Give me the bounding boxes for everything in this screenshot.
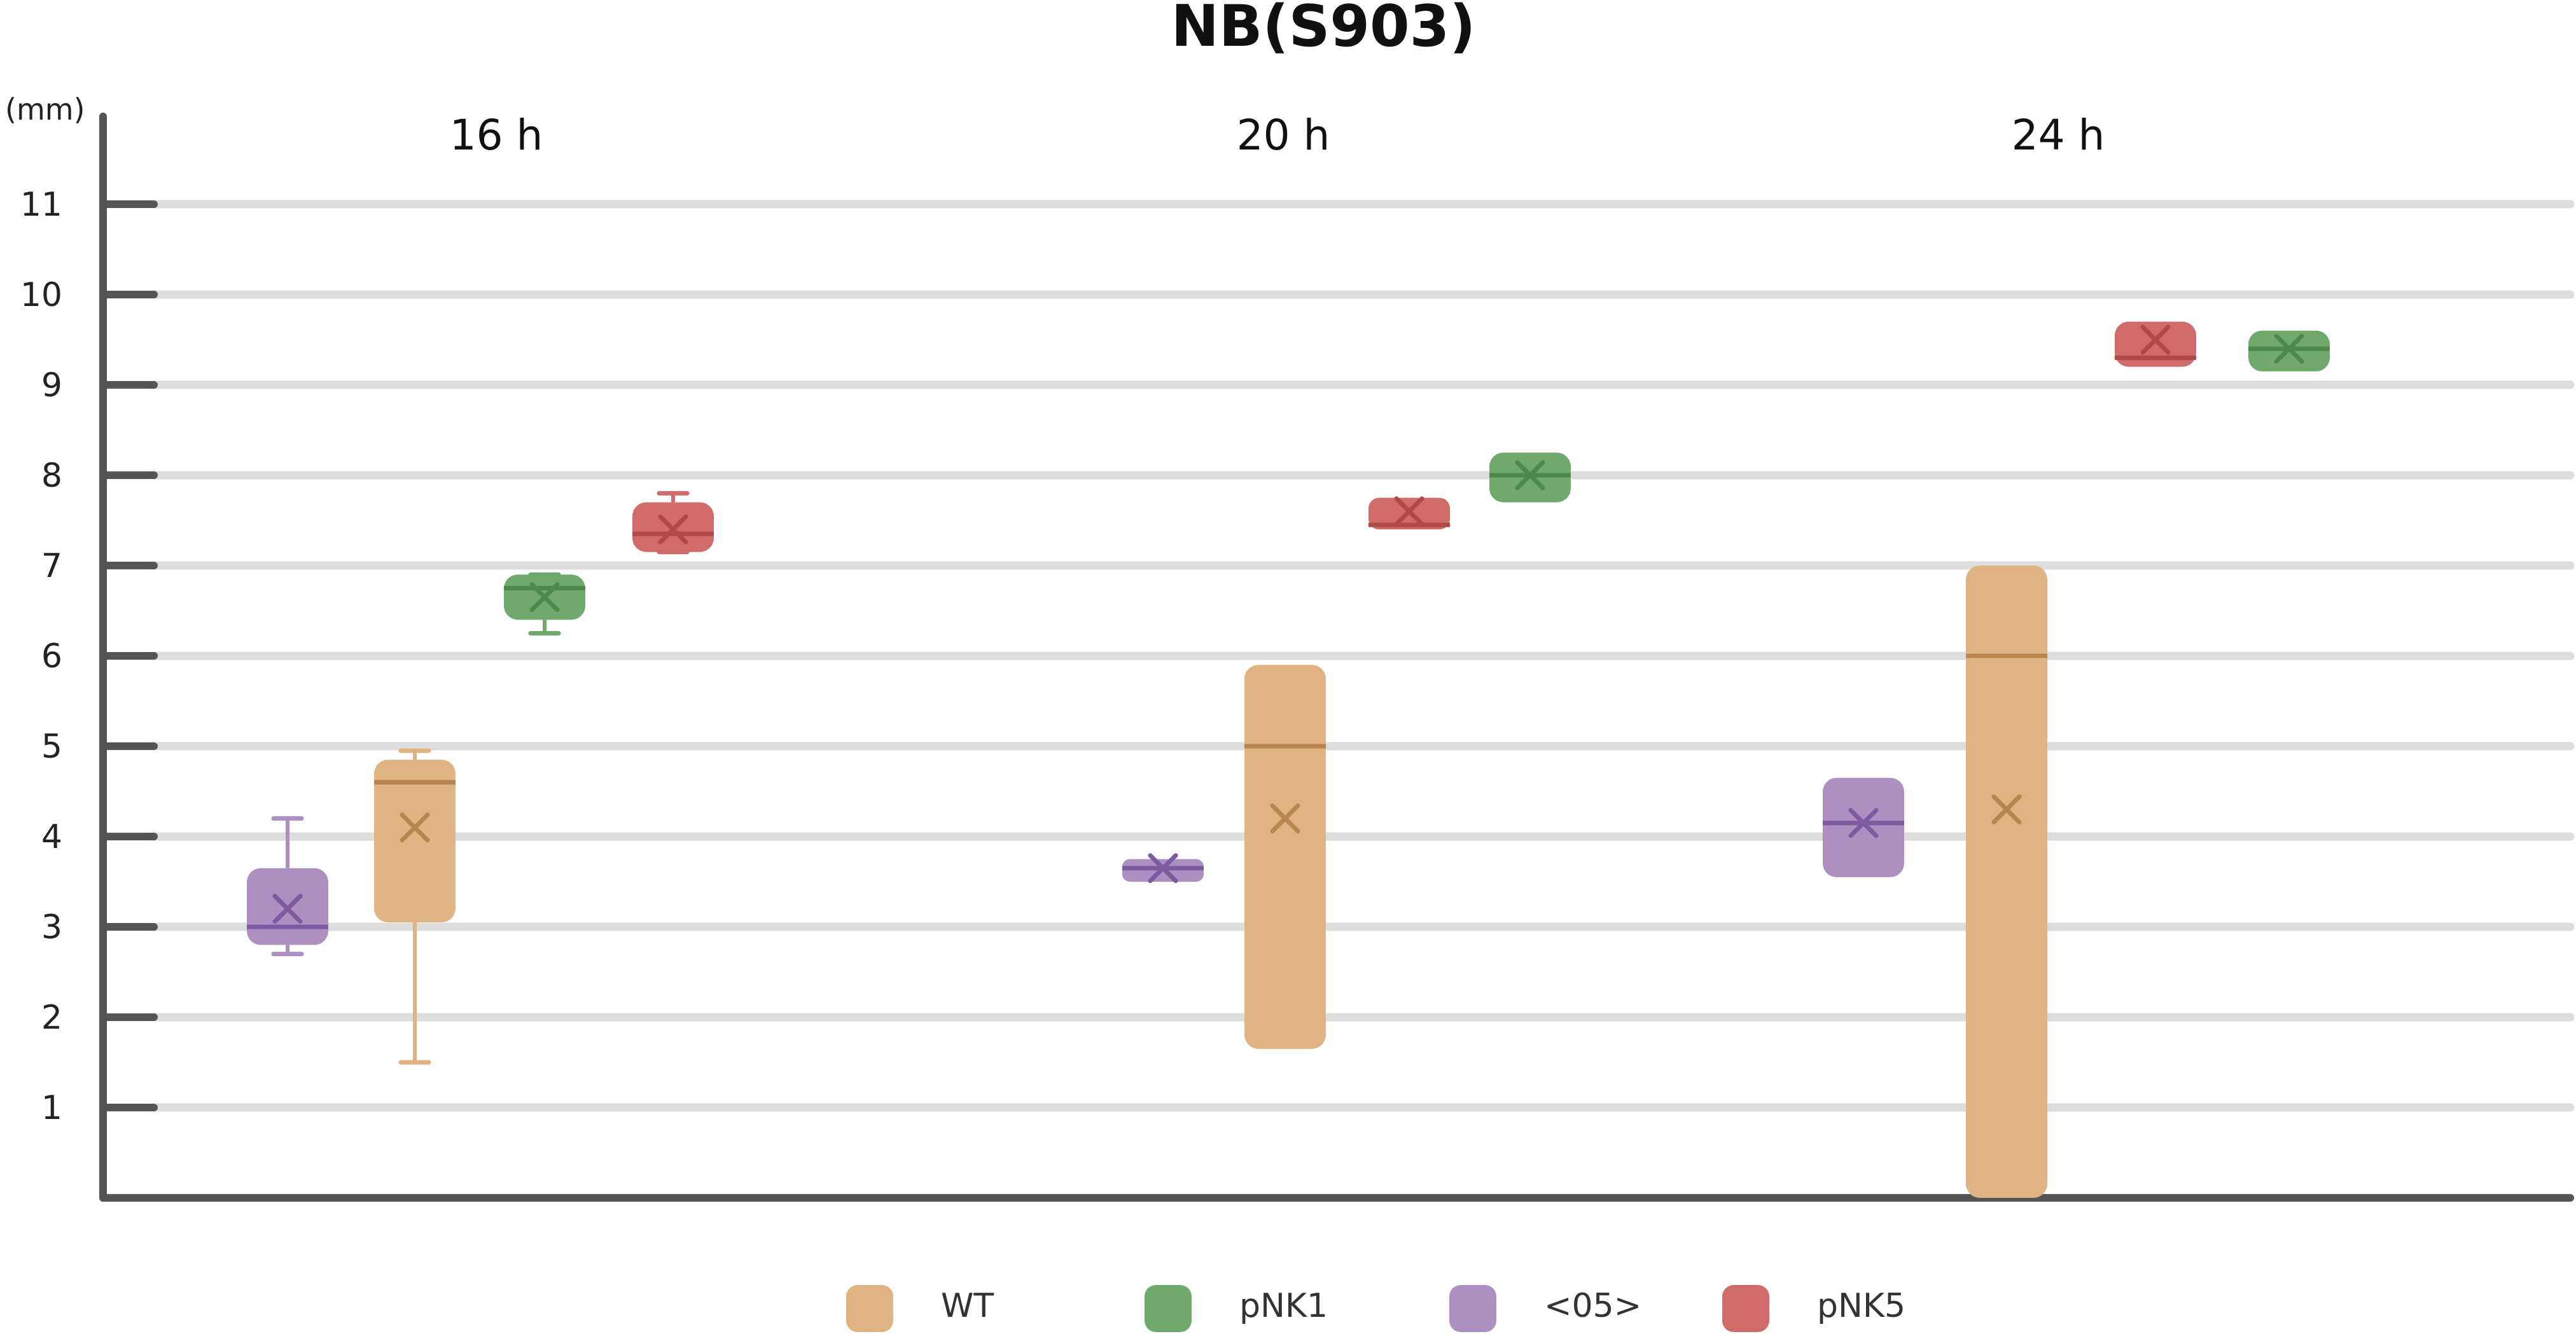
group-label: 24 h [2012, 111, 2105, 160]
box-body [2115, 321, 2196, 367]
y-tick-label: 5 [41, 728, 62, 766]
y-tick-label: 6 [41, 637, 62, 676]
mean-marker [1515, 460, 1545, 490]
group-labels: 16 h 20 h 24 h [450, 111, 2105, 160]
mean-marker [1270, 803, 1300, 834]
legend-swatch [1722, 1285, 1769, 1332]
y-ticks: 1 2 3 4 5 6 7 8 9 10 11 [20, 186, 158, 1127]
legend-swatch [846, 1285, 893, 1332]
group-label: 20 h [1237, 111, 1330, 160]
box-<05> [1823, 777, 1904, 877]
box-<05> [247, 816, 328, 957]
box-pNK1 [1489, 452, 1571, 503]
mean-marker [2274, 333, 2304, 364]
y-tick-label: 11 [20, 186, 62, 224]
mean-marker [1394, 496, 1424, 527]
legend-swatch [1449, 1285, 1496, 1332]
gridlines [148, 200, 2575, 1112]
legend-label: pNK1 [1239, 1287, 1328, 1325]
box-body [1966, 566, 2047, 1198]
box-WT [1966, 566, 2047, 1198]
mean-marker [1991, 794, 2022, 824]
chart-title: NB(S903) [1171, 0, 1476, 60]
mean-marker [272, 894, 303, 924]
y-tick-label: 10 [20, 276, 62, 314]
box-pNK1 [2248, 330, 2330, 372]
y-tick-label: 9 [41, 366, 62, 405]
legend-label: WT [941, 1287, 994, 1325]
y-unit-label: (mm) [5, 92, 85, 127]
group-label: 16 h [450, 111, 543, 160]
mean-marker [529, 582, 560, 613]
mean-marker [400, 812, 430, 843]
box-pNK1 [504, 572, 585, 636]
mean-marker [1148, 853, 1178, 884]
box-body [1823, 777, 1904, 877]
legend-label: <05> [1544, 1287, 1641, 1325]
boxes [247, 321, 2330, 1198]
box-body [1244, 665, 1326, 1049]
y-tick-label: 3 [41, 908, 62, 947]
box-WT [374, 748, 456, 1065]
box-WT [1244, 665, 1326, 1049]
box-pNK5 [1368, 496, 1450, 530]
box-pNK5 [632, 490, 714, 555]
legend-label: pNK5 [1817, 1287, 1905, 1325]
y-tick-label: 1 [41, 1089, 62, 1127]
y-tick-label: 7 [41, 547, 62, 585]
legend: WT pNK1 <05> pNK5 [846, 1285, 1905, 1332]
box-body [374, 760, 456, 922]
y-tick-label: 2 [41, 999, 62, 1037]
mean-marker [2140, 324, 2171, 355]
box-pNK5 [2115, 321, 2196, 367]
y-tick-label: 8 [41, 457, 62, 495]
y-tick-label: 4 [41, 818, 62, 856]
box-<05> [1122, 853, 1204, 884]
mean-marker [1848, 808, 1879, 838]
legend-swatch [1145, 1285, 1192, 1332]
mean-marker [658, 514, 688, 545]
